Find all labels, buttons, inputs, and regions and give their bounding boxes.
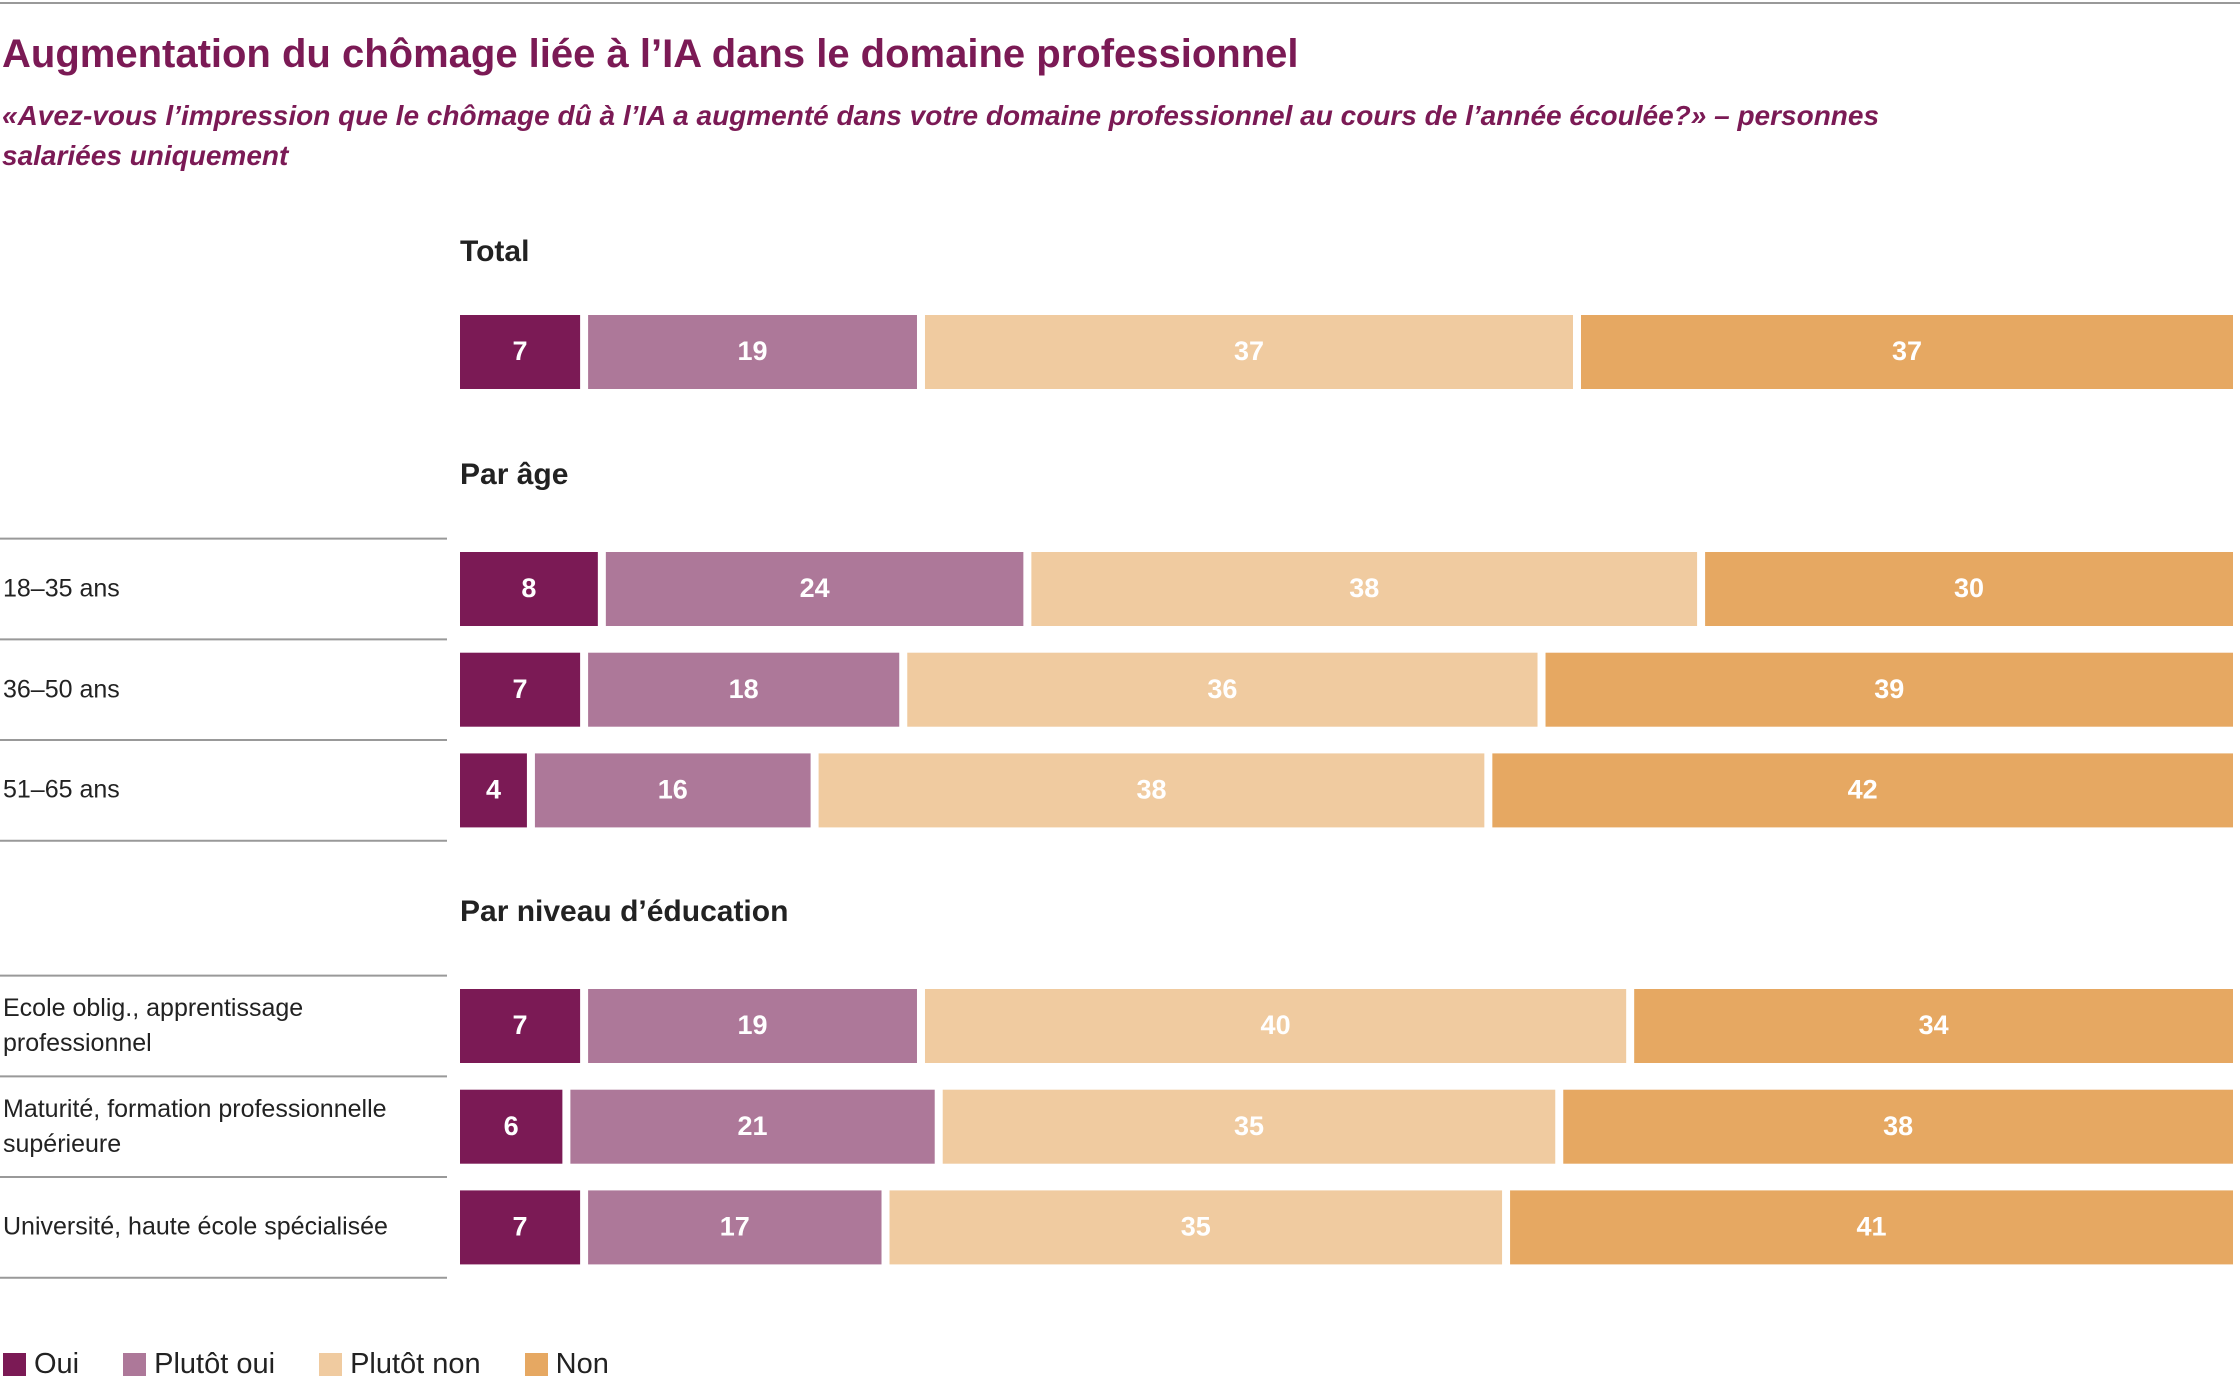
value-label: 37 bbox=[1892, 336, 1922, 366]
legend-item: Oui bbox=[3, 1348, 79, 1378]
value-label: 34 bbox=[1919, 1010, 1949, 1040]
legend-swatch bbox=[123, 1353, 147, 1376]
legend-label: Oui bbox=[34, 1348, 80, 1378]
legend-swatch bbox=[3, 1353, 26, 1376]
legend: Oui Plutôt oui Plutôt non Non bbox=[3, 1348, 609, 1378]
bar-segment bbox=[1563, 1089, 2233, 1164]
value-label: 40 bbox=[1261, 1010, 1291, 1040]
row-label: Université, haute école spécialisée bbox=[3, 1212, 388, 1241]
row-label: 18–35 ans bbox=[3, 574, 120, 603]
row-label: Ecole oblig., apprentissage professionne… bbox=[3, 994, 304, 1057]
value-label: 42 bbox=[1848, 775, 1878, 805]
bar-segment bbox=[889, 1190, 1503, 1265]
legend-item: Non bbox=[524, 1348, 609, 1378]
bar-segment bbox=[1580, 315, 2233, 389]
value-label: 7 bbox=[513, 674, 528, 704]
bar-segment bbox=[460, 989, 581, 1063]
legend-label: Plutôt oui bbox=[154, 1348, 276, 1378]
value-label: 35 bbox=[1234, 1111, 1264, 1141]
value-label: 17 bbox=[720, 1212, 750, 1242]
bar-segment bbox=[588, 989, 917, 1063]
legend-item: Plutôt non bbox=[319, 1348, 481, 1378]
bar-segment bbox=[605, 552, 1024, 626]
bar-segment bbox=[534, 753, 811, 828]
legend-label: Non bbox=[555, 1348, 609, 1378]
bar-segment bbox=[818, 753, 1485, 828]
value-label: 37 bbox=[1234, 336, 1264, 366]
bar-segment bbox=[460, 652, 581, 727]
bar-segment bbox=[907, 652, 1538, 727]
bar-segment bbox=[570, 1089, 935, 1164]
bar-segment bbox=[1705, 552, 2233, 626]
value-label: 8 bbox=[521, 573, 536, 603]
value-label: 7 bbox=[513, 1010, 528, 1040]
value-label: 19 bbox=[738, 336, 768, 366]
bar-segment bbox=[588, 652, 900, 727]
bar-segment bbox=[460, 753, 527, 828]
value-label: 7 bbox=[513, 336, 528, 366]
bar-segment bbox=[1031, 552, 1698, 626]
bar-segment bbox=[460, 315, 581, 389]
chart-title: Augmentation du chômage liée à l’IA dans… bbox=[2, 32, 1299, 76]
value-label: 38 bbox=[1136, 775, 1166, 805]
row-label: 36–50 ans bbox=[3, 675, 120, 704]
row-label: Maturité, formation professionnelle supé… bbox=[3, 1094, 387, 1158]
legend-swatch bbox=[319, 1353, 343, 1376]
group-title: Total bbox=[460, 235, 529, 268]
value-label: 7 bbox=[513, 1212, 528, 1242]
value-label: 24 bbox=[800, 573, 830, 603]
value-label: 4 bbox=[486, 775, 501, 805]
legend-swatch bbox=[524, 1353, 548, 1376]
value-label: 21 bbox=[738, 1111, 768, 1141]
value-label: 39 bbox=[1874, 674, 1904, 704]
legend-item: Plutôt oui bbox=[123, 1348, 275, 1378]
value-label: 30 bbox=[1954, 573, 1984, 603]
bar-segment bbox=[1545, 652, 2233, 727]
value-label: 6 bbox=[504, 1111, 519, 1141]
chart-subtitle: «Avez-vous l’impression que le chômage d… bbox=[2, 100, 1880, 171]
value-label: 16 bbox=[658, 775, 688, 805]
group-title: Par âge bbox=[460, 458, 568, 491]
bar-segment bbox=[942, 1089, 1556, 1164]
bar-segment bbox=[588, 315, 917, 389]
bar-segment bbox=[588, 1190, 882, 1265]
value-label: 41 bbox=[1857, 1212, 1887, 1242]
bar-segment bbox=[460, 1190, 581, 1265]
value-label: 38 bbox=[1883, 1111, 1913, 1141]
bar-segment bbox=[1492, 753, 2233, 828]
legend-label: Plutôt non bbox=[350, 1348, 481, 1378]
value-label: 36 bbox=[1207, 674, 1237, 704]
value-label: 35 bbox=[1181, 1212, 1211, 1242]
row-label: 51–65 ans bbox=[3, 775, 120, 804]
value-label: 19 bbox=[738, 1010, 768, 1040]
value-label: 38 bbox=[1349, 573, 1379, 603]
value-label: 18 bbox=[729, 674, 759, 704]
group-title: Par niveau d’éducation bbox=[460, 895, 788, 928]
bar-segment bbox=[1634, 989, 2233, 1063]
bar-segment bbox=[924, 989, 1627, 1063]
bar-segment bbox=[460, 552, 598, 626]
bar-segment bbox=[1510, 1190, 2233, 1265]
bar-segment bbox=[460, 1089, 563, 1164]
bar-segment bbox=[924, 315, 1573, 389]
